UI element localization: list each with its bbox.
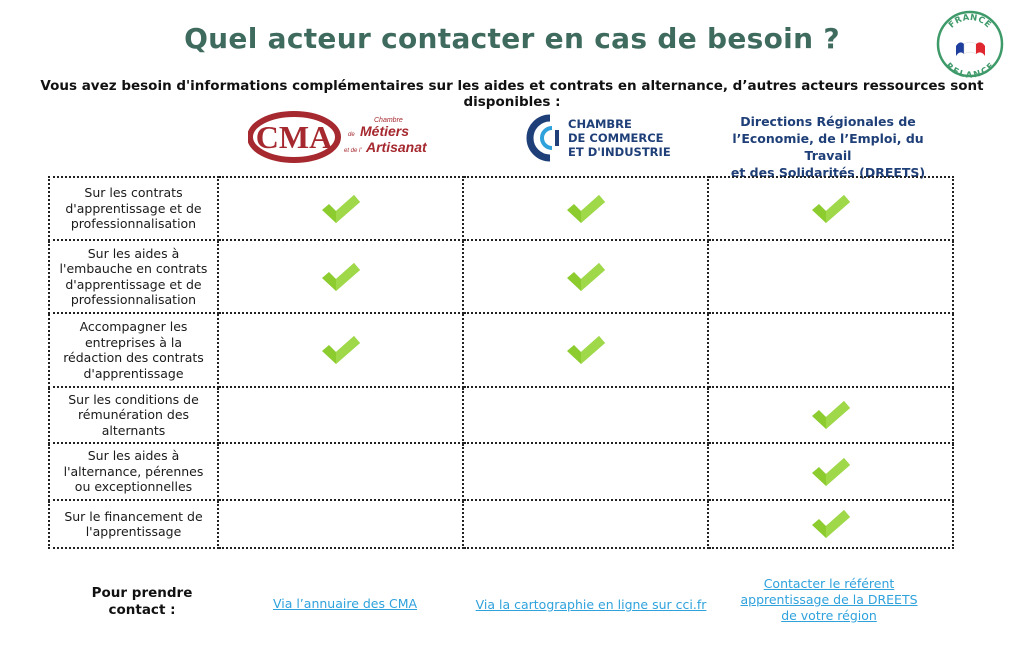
cma-directory-link[interactable]: Via l’annuaire des CMA — [272, 596, 418, 611]
row-label-cell: Sur les conditions de rémunération des a… — [48, 388, 219, 444]
cell-cma — [219, 241, 464, 314]
cma-small-1: Chambre — [374, 117, 403, 124]
flag-icon — [956, 41, 985, 56]
table-row: Accompagner les entreprises à la rédacti… — [48, 314, 954, 388]
page-subtitle: Vous avez besoin d'informations compléme… — [40, 78, 984, 110]
cell-cci — [464, 176, 709, 241]
cell-cci — [464, 501, 709, 549]
cma-word-1: Métiers — [360, 123, 409, 139]
dreets-line-2: l’Economie, de l’Emploi, du Travail — [732, 131, 924, 163]
cell-dreets — [709, 501, 954, 549]
check-mark-icon — [321, 194, 360, 223]
cci-line-2: DE COMMERCE — [568, 131, 664, 145]
row-label-cell: Sur le financement de l'apprentissage — [48, 501, 219, 549]
cma-small-2: de — [348, 132, 355, 138]
row-label: Sur les conditions de rémunération des a… — [68, 391, 199, 438]
cci-logo: CHAMBRE DE COMMERCE ET D'INDUSTRIE — [526, 114, 671, 162]
cell-cma — [219, 501, 464, 549]
cma-mark: CMA — [256, 119, 332, 155]
table-row: Sur les aides à l'alternance, pérennes o… — [48, 444, 954, 501]
check-mark-icon — [566, 336, 605, 364]
check-mark-icon — [811, 401, 850, 429]
cell-cma — [219, 314, 464, 388]
check-mark-icon — [566, 194, 605, 223]
check-mark-icon — [811, 457, 850, 486]
cma-logo: CMA Chambre de Métiers et de l' Artisana… — [248, 111, 428, 163]
cci-line-3: ET D'INDUSTRIE — [568, 145, 671, 159]
cell-cma — [219, 176, 464, 241]
svg-text:FRANCE: FRANCE — [947, 13, 993, 31]
table-row: Sur les contrats d'apprentissage et de p… — [48, 176, 954, 241]
dreets-logo: Directions Régionales de l’Economie, de … — [712, 113, 944, 181]
cell-dreets — [709, 388, 954, 444]
table-row: Sur les aides à l'embauche en contrats d… — [48, 241, 954, 314]
cell-cci — [464, 388, 709, 444]
cell-dreets — [709, 314, 954, 388]
page-title: Quel acteur contacter en cas de besoin ? — [184, 22, 840, 55]
cma-small-3: et de l' — [344, 148, 362, 154]
cell-dreets — [709, 176, 954, 241]
cell-cci — [464, 444, 709, 501]
cci-line-1: CHAMBRE — [568, 117, 632, 131]
check-mark-icon — [566, 262, 605, 291]
row-label: Accompagner les entreprises à la rédacti… — [63, 319, 204, 381]
cell-cma — [219, 388, 464, 444]
cell-cci — [464, 314, 709, 388]
row-label-cell: Accompagner les entreprises à la rédacti… — [48, 314, 219, 388]
row-label: Sur les contrats d'apprentissage et de p… — [65, 185, 202, 232]
actors-table: Sur les contrats d'apprentissage et de p… — [48, 176, 954, 549]
cell-dreets — [709, 241, 954, 314]
row-label: Sur les aides à l'alternance, pérennes o… — [63, 448, 204, 495]
dreets-line-1: Directions Régionales de — [740, 114, 916, 129]
france-relance-seal-icon: FRANCE RELANCE — [936, 10, 1004, 78]
cci-map-link[interactable]: Via la cartographie en ligne sur cci.fr — [475, 597, 707, 612]
row-label: Sur le financement de l'apprentissage — [64, 508, 203, 540]
table-row: Sur le financement de l'apprentissage — [48, 501, 954, 549]
row-label-cell: Sur les aides à l'embauche en contrats d… — [48, 241, 219, 314]
contact-label: Pour prendre contact : — [91, 585, 193, 618]
dreets-contact-link[interactable]: Contacter le référent apprentissage de l… — [740, 576, 918, 623]
check-mark-icon — [321, 262, 360, 291]
cell-cma — [219, 444, 464, 501]
seal-text-top: FRANCE — [947, 13, 993, 31]
row-label-cell: Sur les contrats d'apprentissage et de p… — [48, 176, 219, 241]
row-label: Sur les aides à l'embauche en contrats d… — [59, 245, 208, 308]
cell-cci — [464, 241, 709, 314]
cell-dreets — [709, 444, 954, 501]
check-mark-icon — [321, 336, 360, 364]
row-label-cell: Sur les aides à l'alternance, pérennes o… — [48, 444, 219, 501]
check-mark-icon — [811, 194, 850, 223]
check-mark-icon — [811, 510, 850, 538]
table-row: Sur les conditions de rémunération des a… — [48, 388, 954, 444]
cma-word-2: Artisanat — [365, 139, 428, 155]
